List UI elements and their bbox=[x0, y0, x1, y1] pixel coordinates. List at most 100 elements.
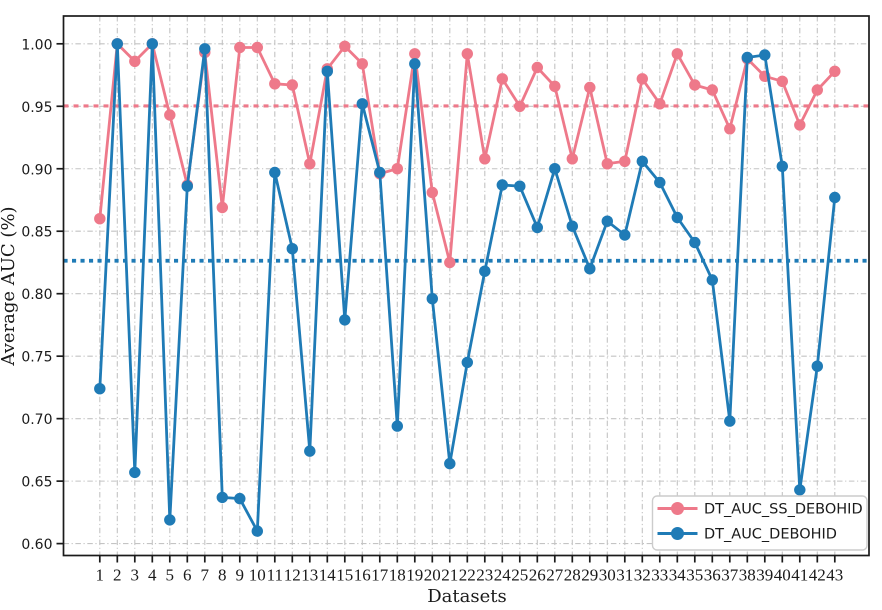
data-point-marker bbox=[549, 163, 561, 175]
x-tick-label: 5 bbox=[166, 566, 175, 585]
data-point-marker bbox=[584, 81, 596, 94]
data-point-marker bbox=[829, 191, 841, 204]
x-tick-label: 36 bbox=[704, 566, 721, 585]
data-point-marker bbox=[304, 445, 316, 457]
x-tick-label: 18 bbox=[389, 566, 406, 585]
legend-label-debohid: DT_AUC_DEBOHID bbox=[704, 527, 837, 543]
x-tick-label: 22 bbox=[459, 566, 476, 585]
plot-border bbox=[62, 15, 870, 557]
x-axis-label: Datasets bbox=[427, 586, 507, 607]
data-point-marker bbox=[829, 65, 841, 78]
x-tick-label: 27 bbox=[546, 566, 564, 585]
data-point-marker bbox=[776, 160, 788, 172]
data-point-marker bbox=[111, 38, 124, 50]
data-point-marker bbox=[391, 420, 403, 432]
data-point-marker bbox=[129, 55, 141, 67]
data-point-marker bbox=[164, 109, 176, 121]
y-tick-label: 0.95 bbox=[21, 100, 52, 116]
data-point-marker bbox=[794, 484, 806, 496]
x-tick-label: 8 bbox=[218, 566, 227, 585]
data-point-marker bbox=[479, 153, 491, 165]
x-tick-label: 37 bbox=[721, 566, 739, 585]
legend: DT_AUC_SS_DEBOHID DT_AUC_DEBOHID bbox=[651, 495, 868, 551]
data-point-marker bbox=[129, 466, 141, 479]
data-point-marker bbox=[234, 492, 246, 505]
data-point-marker bbox=[444, 457, 456, 470]
legend-item-debohid: DT_AUC_DEBOHID bbox=[657, 527, 837, 543]
data-point-marker bbox=[811, 84, 823, 96]
x-tick-label: 25 bbox=[511, 566, 528, 585]
data-point-marker bbox=[741, 51, 753, 64]
x-tick-label: 38 bbox=[739, 566, 756, 585]
data-point-marker bbox=[619, 155, 631, 167]
data-point-marker bbox=[514, 180, 526, 192]
data-point-marker bbox=[479, 265, 491, 277]
x-tick-label: 39 bbox=[756, 566, 773, 585]
legend-marker-blue bbox=[671, 527, 684, 540]
data-point-marker bbox=[619, 229, 631, 241]
data-point-marker bbox=[251, 525, 263, 537]
data-point-marker bbox=[584, 263, 596, 275]
data-point-marker bbox=[94, 383, 106, 395]
data-point-marker bbox=[636, 155, 648, 167]
data-point-marker bbox=[724, 415, 736, 427]
data-point-marker bbox=[164, 514, 176, 526]
data-point-marker bbox=[356, 98, 368, 110]
data-point-marker bbox=[654, 176, 666, 189]
data-series bbox=[94, 38, 841, 537]
data-point-marker bbox=[549, 80, 561, 93]
axes-frame bbox=[62, 15, 870, 557]
data-point-marker bbox=[794, 119, 806, 131]
x-tick-label: 21 bbox=[441, 566, 458, 585]
data-point-marker bbox=[671, 211, 683, 224]
data-point-marker bbox=[321, 65, 333, 78]
data-point-marker bbox=[444, 256, 456, 269]
data-point-marker bbox=[374, 166, 386, 179]
data-point-marker bbox=[269, 166, 281, 179]
data-point-marker bbox=[601, 215, 613, 227]
x-tick-label: 26 bbox=[529, 566, 546, 585]
y-tick-label: 0.60 bbox=[21, 537, 52, 553]
data-point-marker bbox=[199, 43, 211, 55]
data-point-marker bbox=[461, 48, 473, 60]
data-point-marker bbox=[461, 356, 473, 369]
series-dt_auc_debohid bbox=[94, 38, 841, 537]
data-point-marker bbox=[759, 49, 771, 61]
x-tick-label: 19 bbox=[406, 566, 423, 585]
x-tick-label: 40 bbox=[774, 566, 791, 585]
data-point-marker bbox=[216, 201, 228, 214]
data-point-marker bbox=[514, 100, 526, 113]
data-point-marker bbox=[356, 58, 368, 70]
x-tick-label: 35 bbox=[686, 566, 703, 585]
x-tick-label: 1 bbox=[96, 566, 105, 585]
data-point-marker bbox=[689, 79, 701, 91]
data-point-marker bbox=[286, 243, 298, 255]
x-tick-label: 4 bbox=[148, 566, 157, 585]
legend-marker-pink bbox=[671, 502, 684, 515]
x-tick-label: 33 bbox=[651, 566, 668, 585]
data-point-marker bbox=[304, 158, 316, 170]
data-point-marker bbox=[776, 75, 788, 88]
x-tick-label: 43 bbox=[826, 566, 843, 585]
data-point-marker bbox=[251, 41, 263, 54]
series-dt_auc_ss_debohid bbox=[94, 38, 841, 269]
data-point-marker bbox=[339, 40, 351, 52]
data-point-marker bbox=[689, 236, 701, 249]
x-tick-label: 31 bbox=[616, 566, 633, 585]
data-point-marker bbox=[339, 314, 351, 326]
y-tick-label: 0.90 bbox=[21, 162, 52, 178]
y-tick-label: 0.85 bbox=[21, 225, 52, 241]
data-point-marker bbox=[496, 179, 508, 191]
x-tick-label: 15 bbox=[336, 566, 353, 585]
x-tick-label: 30 bbox=[599, 566, 616, 585]
y-tick-label: 0.70 bbox=[21, 412, 52, 428]
data-point-marker bbox=[409, 58, 421, 70]
data-point-marker bbox=[654, 98, 666, 110]
x-tick-label: 28 bbox=[564, 566, 581, 585]
data-point-marker bbox=[426, 293, 438, 305]
x-tick-label: 41 bbox=[791, 566, 808, 585]
x-tick-label: 14 bbox=[319, 566, 337, 585]
x-tick-label: 16 bbox=[354, 566, 371, 585]
x-tick-label: 13 bbox=[301, 566, 318, 585]
